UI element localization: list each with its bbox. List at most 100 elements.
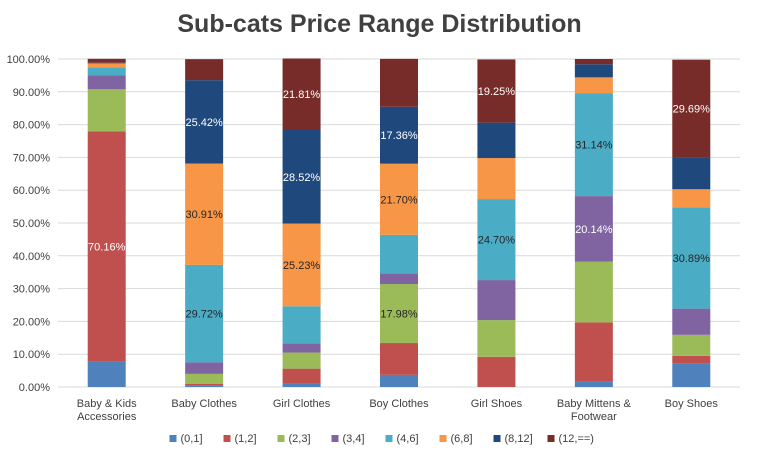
- bar-segment: [282, 130, 321, 224]
- x-tick-label: Baby & Kids: [77, 398, 137, 410]
- y-tick-label: 100.00%: [7, 54, 51, 66]
- bar-segment: [380, 58, 418, 107]
- bar-segment: [574, 322, 613, 382]
- legend-label: (12,==): [559, 433, 594, 445]
- bar-segment: [672, 334, 711, 356]
- legend-swatch: [223, 435, 231, 442]
- legend-label: (2,3]: [289, 433, 311, 445]
- legend-swatch: [277, 435, 285, 442]
- bar-segment: [380, 284, 418, 344]
- bar-segment: [87, 131, 126, 362]
- data-label: 30.91%: [185, 209, 223, 221]
- bar-segment: [282, 343, 321, 353]
- data-label: 31.14%: [575, 140, 613, 152]
- y-tick-label: 0.00%: [19, 382, 50, 394]
- bar-segment: [87, 62, 126, 64]
- bar-segment: [185, 383, 224, 386]
- bar-segment: [380, 234, 418, 274]
- data-label: 21.81%: [283, 89, 321, 101]
- bar-segment: [185, 264, 224, 363]
- y-tick-label: 70.00%: [13, 152, 51, 164]
- bar-segment: [477, 320, 516, 357]
- data-label: 25.23%: [283, 260, 321, 272]
- bar-segment: [380, 374, 418, 387]
- data-label: 30.89%: [673, 253, 711, 265]
- x-tick-label: Accessories: [77, 411, 137, 423]
- x-tick-label: Boy Shoes: [665, 398, 719, 410]
- y-tick-label: 10.00%: [13, 349, 51, 361]
- bar-segment: [672, 355, 711, 364]
- bar-segment: [477, 122, 516, 159]
- bar-segment: [380, 106, 418, 164]
- bar-segment: [477, 59, 516, 123]
- legend-swatch: [169, 435, 177, 442]
- bar-segment: [185, 163, 224, 265]
- legend-label: (1,2]: [235, 433, 257, 445]
- bar-segment: [185, 59, 224, 81]
- data-label: 17.98%: [380, 309, 418, 321]
- data-label: 29.72%: [185, 309, 223, 321]
- legend-label: (8,12]: [505, 433, 533, 445]
- bar-segment: [574, 196, 613, 262]
- bar-segment: [380, 163, 418, 235]
- x-tick-label: Footwear: [571, 411, 617, 423]
- data-label: 29.69%: [673, 103, 711, 115]
- bar-segment: [380, 273, 418, 285]
- bar-segment: [574, 381, 613, 387]
- bar-segment: [574, 64, 613, 78]
- x-tick-label: Girl Clothes: [273, 398, 331, 410]
- legend-label: (0,1]: [181, 433, 203, 445]
- x-tick-label: Boy Clothes: [369, 398, 429, 410]
- bar-segment: [574, 77, 613, 94]
- bar-segment: [380, 343, 418, 375]
- y-tick-label: 90.00%: [13, 87, 51, 99]
- bar-segment: [477, 280, 516, 321]
- data-label: 21.70%: [380, 194, 418, 206]
- y-tick-label: 60.00%: [13, 185, 51, 197]
- data-label: 19.25%: [478, 86, 516, 98]
- x-tick-label: Girl Shoes: [471, 398, 523, 410]
- bar-segment: [672, 59, 711, 158]
- legend-label: (4,6]: [397, 433, 419, 445]
- bar-segment: [282, 306, 321, 344]
- legend-swatch: [385, 435, 393, 442]
- y-tick-label: 40.00%: [13, 251, 51, 263]
- data-label: 24.70%: [478, 235, 516, 247]
- bar-segment: [185, 385, 224, 387]
- y-tick-label: 30.00%: [13, 284, 51, 296]
- data-label: 70.16%: [88, 241, 126, 253]
- bar-segment: [87, 63, 126, 68]
- bar-segment: [477, 356, 516, 387]
- legend-label: (6,8]: [451, 433, 473, 445]
- legend-swatch: [547, 435, 555, 442]
- bar-segment: [477, 199, 516, 281]
- bar-segment: [574, 261, 613, 323]
- chart-title: Sub-cats Price Range Distribution: [177, 10, 582, 38]
- bar-segment: [185, 373, 224, 384]
- data-label: 17.36%: [380, 130, 418, 142]
- legend-swatch: [331, 435, 339, 442]
- y-tick-label: 20.00%: [13, 316, 51, 328]
- bar-segment: [87, 58, 126, 63]
- bar-segment: [185, 80, 224, 164]
- y-tick-label: 50.00%: [13, 218, 51, 230]
- bar-segment: [282, 223, 321, 307]
- data-label: 28.52%: [283, 172, 321, 184]
- legend-swatch: [493, 435, 501, 442]
- bar-segment: [672, 207, 711, 309]
- y-tick-label: 80.00%: [13, 120, 51, 132]
- bar-segment: [672, 363, 711, 387]
- bar-segment: [672, 308, 711, 335]
- legend-swatch: [439, 435, 447, 442]
- bar-segment: [282, 368, 321, 384]
- data-label: 25.42%: [185, 117, 223, 129]
- bar-segment: [185, 362, 224, 374]
- legend-label: (3,4]: [343, 433, 365, 445]
- data-label: 20.14%: [575, 224, 613, 236]
- bar-segment: [282, 383, 321, 387]
- x-tick-label: Baby Clothes: [171, 398, 237, 410]
- bar-segment: [282, 58, 321, 131]
- bar-segment: [87, 75, 126, 90]
